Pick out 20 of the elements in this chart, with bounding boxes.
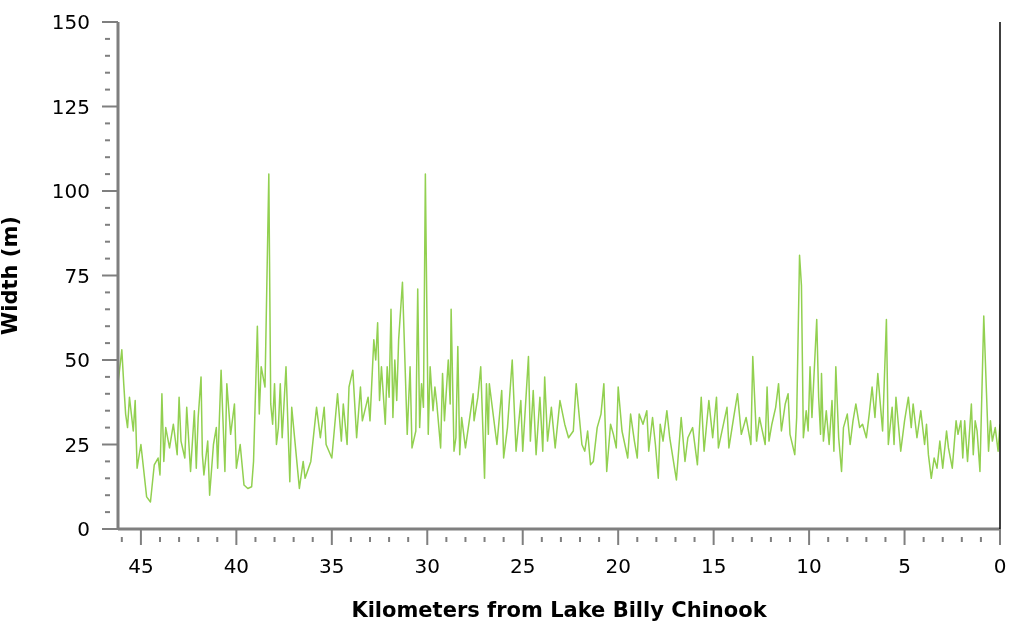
x-tick-label: 5 [898, 554, 911, 578]
y-tick-label: 125 [51, 94, 90, 119]
y-tick-label: 150 [51, 10, 90, 34]
x-tick-label: 25 [510, 554, 536, 578]
x-tick-label: 45 [128, 554, 154, 578]
line-series [118, 173, 1000, 503]
x-tick-label: 40 [223, 554, 250, 578]
x-tick-label: 10 [796, 554, 822, 578]
y-tick-label: 75 [64, 263, 90, 288]
x-axis-title: Kilometers from Lake Billy Chinook [351, 598, 768, 622]
y-tick-label: 25 [64, 432, 90, 457]
x-tick-label: 20 [605, 554, 631, 578]
x-tick-label: 15 [700, 554, 727, 578]
y-tick-label: 50 [64, 348, 90, 372]
y-tick-label: 100 [51, 179, 90, 203]
y-tick-label: 0 [77, 517, 90, 541]
x-tick-label: 35 [319, 554, 345, 578]
y-axis-title: Width (m) [0, 216, 23, 335]
x-tick-label: 0 [993, 554, 1007, 578]
x-tick-label: 30 [414, 554, 440, 578]
